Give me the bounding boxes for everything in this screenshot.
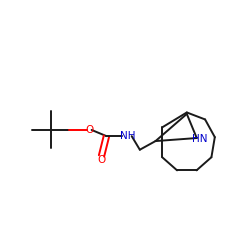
Text: NH: NH: [120, 131, 135, 141]
Text: O: O: [98, 155, 106, 165]
Text: HN: HN: [192, 134, 208, 144]
Text: O: O: [85, 125, 93, 135]
